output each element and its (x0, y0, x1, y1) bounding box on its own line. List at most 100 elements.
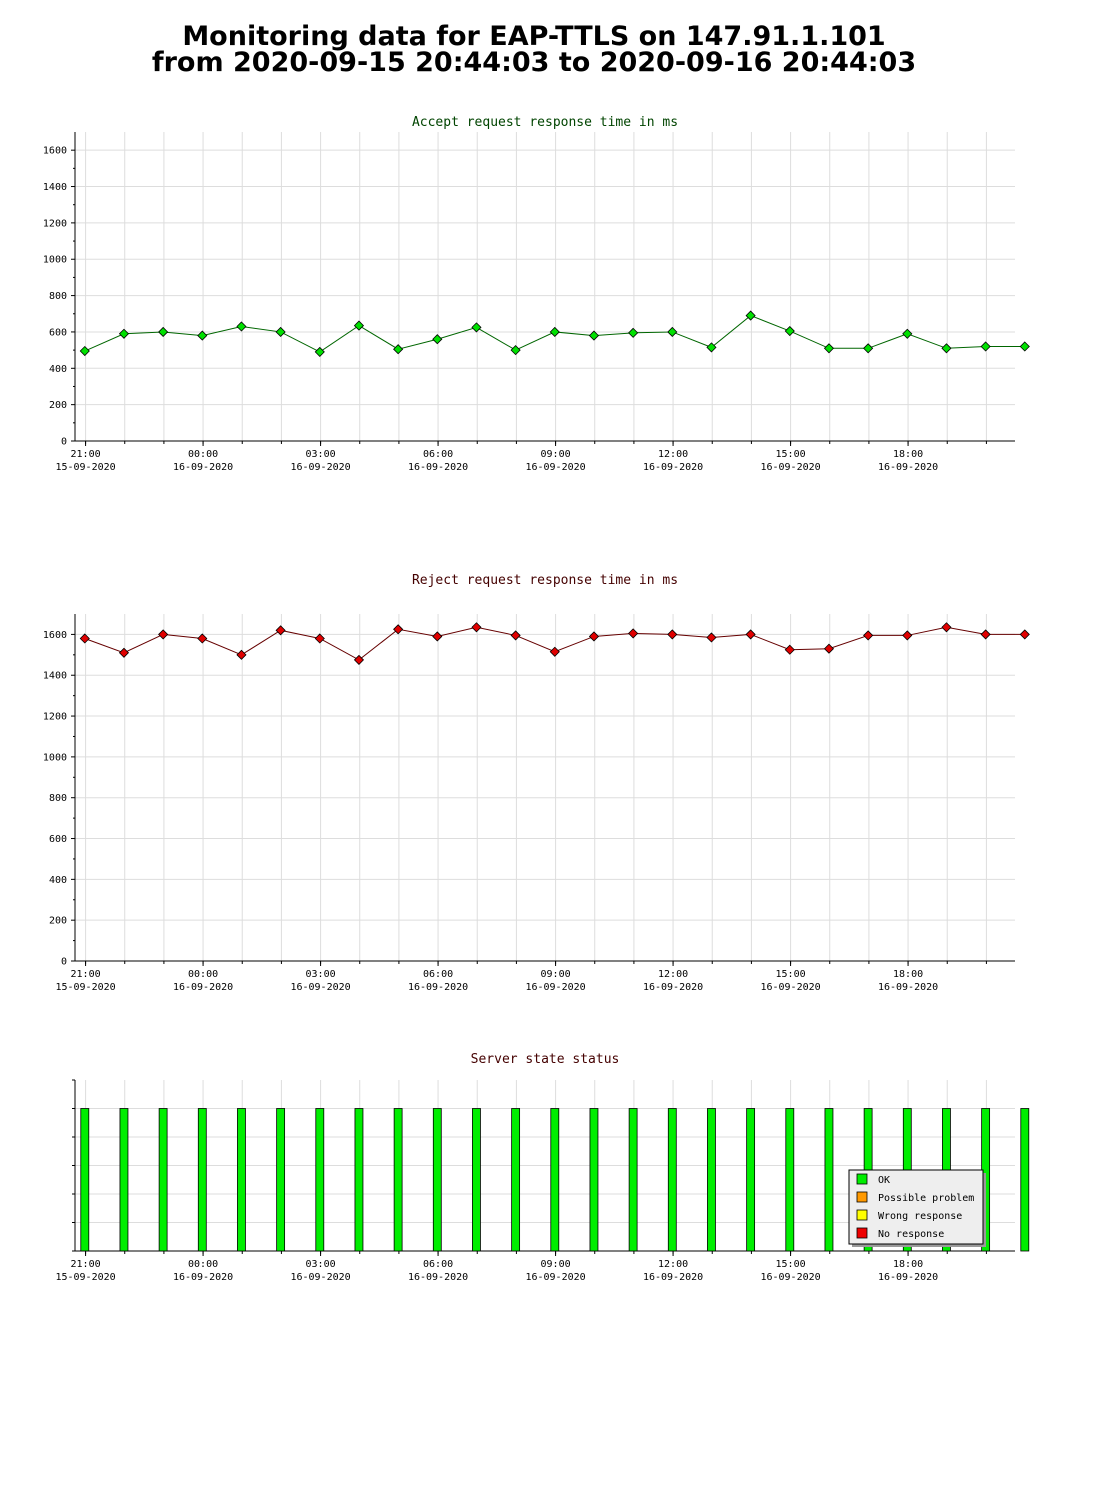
status-bar (746, 1108, 756, 1252)
data-point (863, 630, 874, 641)
data-point (980, 629, 991, 640)
reject-response-chart: Reject request response time in ms 0 200 40… (43, 573, 1030, 993)
data-point (588, 631, 600, 642)
data-point (393, 344, 404, 355)
status-bar (707, 1108, 716, 1252)
x-tick-label-date: 16-09-2020 (525, 982, 585, 993)
data-point (667, 629, 678, 640)
x-tick-label-time: 18:00 (893, 969, 923, 980)
x-tick-label-time: 00:00 (188, 1259, 218, 1270)
data-point (158, 326, 169, 338)
x-tick-label-time: 12:00 (658, 969, 688, 980)
x-tick-label-time: 15:00 (776, 969, 806, 980)
x-tick-label-date: 16-09-2020 (643, 982, 703, 993)
y-tick-label: 200 (49, 400, 67, 411)
data-point (236, 321, 247, 332)
status-bar (511, 1108, 521, 1252)
status-bar (1020, 1108, 1030, 1252)
page-title-line2: from 2020-09-15 20:44:03 to 2020-09-16 2… (151, 47, 917, 78)
status-bar (785, 1108, 795, 1252)
y-tick-label: 400 (49, 875, 67, 886)
x-tick-label-date: 16-09-2020 (173, 462, 233, 473)
status-bar (276, 1108, 286, 1252)
legend-swatch (856, 1227, 868, 1239)
x-tick-label-date: 16-09-2020 (290, 982, 350, 993)
y-tick-label: 1400 (43, 671, 67, 682)
y-tick-label: 1000 (43, 255, 67, 266)
data-point (823, 643, 835, 654)
legend-swatch (856, 1191, 868, 1203)
x-tick-label-time: 18:00 (893, 1259, 923, 1270)
data-point (667, 326, 678, 338)
data-point (471, 622, 482, 633)
data-point (784, 325, 795, 337)
page-title: Monitoring data for EAP-TTLS on 147.91.1… (0, 21, 1068, 78)
data-point (941, 622, 952, 633)
data-point (1019, 629, 1030, 640)
x-tick-label-time: 15:00 (776, 449, 806, 460)
x-tick-label-time: 03:00 (306, 1259, 336, 1270)
status-bar (550, 1108, 560, 1252)
data-point (549, 326, 560, 338)
server-status-chart: Server state status 21:00 15-09-2020 00:00 1… (55, 1052, 1030, 1283)
accept-response-chart: Accept request response time in ms 0 200 40… (43, 115, 1030, 473)
x-tick-label-date: 16-09-2020 (525, 462, 585, 473)
y-tick-label: 0 (61, 957, 67, 968)
status-bar (628, 1108, 638, 1252)
legend-swatch (856, 1173, 868, 1185)
status-bar (315, 1108, 325, 1252)
data-point (628, 628, 639, 639)
data-point (980, 341, 991, 352)
x-tick-label-time: 21:00 (71, 449, 101, 460)
legend-label: Possible problem (878, 1193, 974, 1204)
data-point (432, 631, 443, 642)
data-point (197, 633, 208, 644)
y-tick-label: 800 (49, 793, 67, 804)
data-point (471, 322, 482, 333)
status-bar (158, 1108, 168, 1252)
data-point (1019, 341, 1030, 352)
data-point (393, 624, 404, 635)
legend-label: Wrong response (878, 1211, 962, 1222)
x-tick-label-date: 15-09-2020 (55, 462, 115, 473)
chart-title: Server state status (471, 1052, 620, 1067)
x-tick-label-date: 16-09-2020 (173, 982, 233, 993)
data-point (549, 646, 560, 657)
page-title-line1: Monitoring data for EAP-TTLS on 147.91.1… (182, 21, 886, 52)
y-tick-label: 800 (49, 291, 67, 302)
status-bar (197, 1108, 207, 1252)
data-point (314, 346, 325, 358)
y-tick-label: 1200 (43, 218, 67, 229)
x-tick-label-time: 12:00 (658, 1259, 688, 1270)
x-tick-label-time: 06:00 (423, 449, 453, 460)
x-tick-label-time: 18:00 (893, 449, 923, 460)
data-point (628, 327, 639, 338)
status-bar (237, 1108, 246, 1252)
x-tick-label-time: 06:00 (423, 969, 453, 980)
legend: OK Possible problem Wrong response No respo… (848, 1169, 986, 1247)
y-tick-label: 1400 (43, 182, 67, 193)
data-point (706, 342, 717, 353)
legend-swatch (856, 1209, 868, 1221)
status-bar (667, 1108, 677, 1252)
x-tick-label-time: 09:00 (541, 449, 571, 460)
x-tick-label-date: 16-09-2020 (408, 462, 468, 473)
data-point (745, 310, 756, 321)
legend-box (848, 1169, 984, 1245)
y-tick-label: 1200 (43, 712, 67, 723)
chart-title: Accept request response time in ms (412, 115, 678, 130)
y-tick-label: 0 (61, 437, 67, 448)
data-point (784, 644, 795, 655)
legend-label: No response (878, 1229, 944, 1240)
x-tick-label-date: 16-09-2020 (878, 1272, 938, 1283)
x-tick-label-date: 15-09-2020 (55, 982, 115, 993)
status-bar (354, 1108, 364, 1252)
chart-title: Reject request response time in ms (412, 573, 678, 588)
x-tick-label-date: 16-09-2020 (760, 982, 820, 993)
y-tick-label: 200 (49, 916, 67, 927)
y-tick-label: 1600 (43, 146, 67, 157)
x-tick-label-time: 21:00 (71, 1259, 101, 1270)
data-point (510, 345, 521, 356)
x-tick-label-time: 03:00 (306, 969, 336, 980)
y-tick-label: 600 (49, 327, 67, 338)
